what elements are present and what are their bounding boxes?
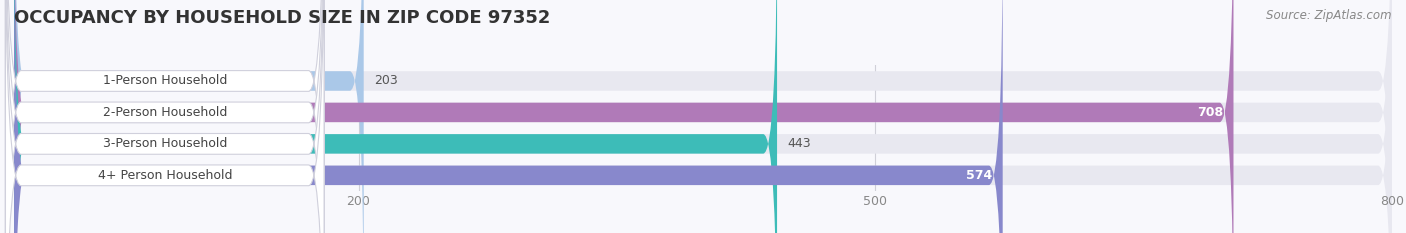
FancyBboxPatch shape (14, 0, 1002, 233)
Text: 708: 708 (1197, 106, 1223, 119)
Text: 443: 443 (787, 137, 811, 150)
Text: 3-Person Household: 3-Person Household (103, 137, 226, 150)
FancyBboxPatch shape (14, 0, 1392, 233)
FancyBboxPatch shape (14, 0, 364, 233)
FancyBboxPatch shape (14, 0, 1392, 233)
FancyBboxPatch shape (14, 0, 778, 233)
FancyBboxPatch shape (14, 0, 1392, 233)
FancyBboxPatch shape (14, 0, 1233, 233)
Text: 1-Person Household: 1-Person Household (103, 75, 226, 87)
Text: Source: ZipAtlas.com: Source: ZipAtlas.com (1267, 9, 1392, 22)
Text: 574: 574 (966, 169, 993, 182)
FancyBboxPatch shape (6, 0, 325, 233)
Text: 2-Person Household: 2-Person Household (103, 106, 226, 119)
Text: OCCUPANCY BY HOUSEHOLD SIZE IN ZIP CODE 97352: OCCUPANCY BY HOUSEHOLD SIZE IN ZIP CODE … (14, 9, 550, 27)
FancyBboxPatch shape (6, 0, 325, 233)
Text: 203: 203 (374, 75, 398, 87)
Text: 4+ Person Household: 4+ Person Household (97, 169, 232, 182)
FancyBboxPatch shape (14, 0, 1392, 233)
FancyBboxPatch shape (6, 0, 325, 233)
FancyBboxPatch shape (6, 0, 325, 233)
